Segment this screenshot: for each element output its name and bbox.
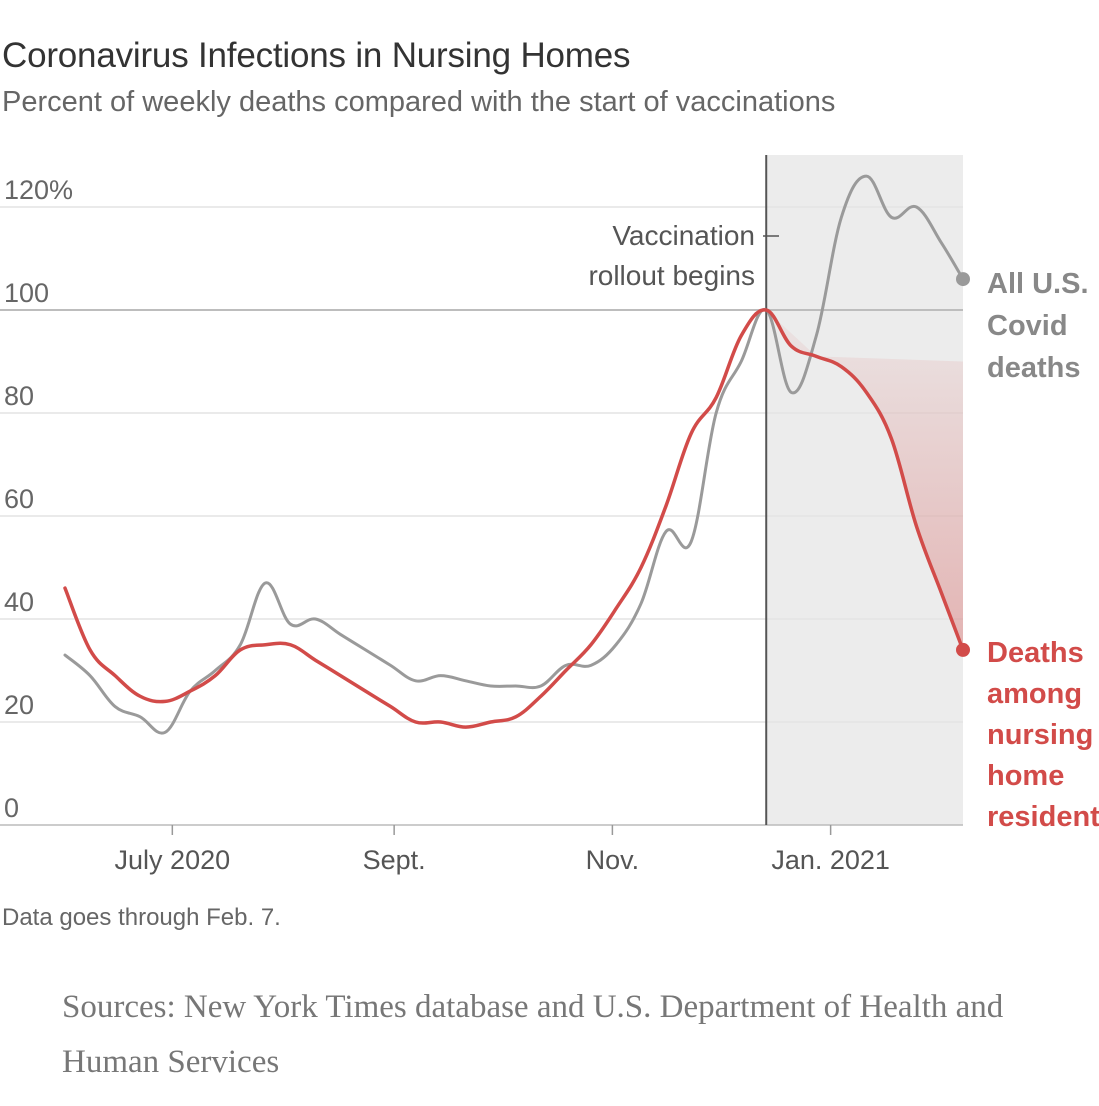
y-tick-label: 60 xyxy=(4,484,34,514)
chart-title: Coronavirus Infections in Nursing Homes xyxy=(2,36,631,75)
series-nursing-home-deaths-end-point xyxy=(956,642,970,657)
y-tick-label: 80 xyxy=(4,381,34,411)
rollout-annotation: rollout begins xyxy=(588,260,755,291)
x-tick-label: July 2020 xyxy=(115,845,231,875)
y-tick-label: 40 xyxy=(4,587,34,617)
decline-gap-fill xyxy=(766,310,963,650)
series-all-us-covid-deaths-end-point xyxy=(956,272,970,287)
chart-subtitle: Percent of weekly deaths compared with t… xyxy=(2,86,836,118)
nursing-home-deaths-label: among xyxy=(987,678,1082,710)
nursing-home-deaths-label: nursing xyxy=(987,719,1093,751)
x-tick-label: Sept. xyxy=(363,845,426,875)
y-tick-label: 20 xyxy=(4,690,34,720)
y-tick-label: 0 xyxy=(4,793,19,823)
all-us-covid-deaths-label: deaths xyxy=(987,352,1080,384)
data-note: Data goes through Feb. 7. xyxy=(2,904,281,931)
y-tick-label: 100 xyxy=(4,278,49,308)
rollout-annotation: Vaccination xyxy=(612,220,755,251)
line-chart: 0 20 40 60 80 100 120% July 2020 Sept. Nov. Jan. 2… xyxy=(0,155,1099,875)
all-us-covid-deaths-label: All U.S. xyxy=(987,268,1089,300)
sources-caption: Sources: New York Times database and U.S… xyxy=(62,989,1004,1080)
all-us-covid-deaths-label: Covid xyxy=(987,310,1068,342)
x-tick-label: Jan. 2021 xyxy=(771,845,890,875)
nursing-home-deaths-label: home xyxy=(987,760,1064,792)
y-tick-label: 120% xyxy=(4,175,73,205)
nursing-home-deaths-label: residents xyxy=(987,801,1099,833)
x-tick-label: Nov. xyxy=(586,845,640,875)
series-nursing-home-deaths xyxy=(63,308,965,729)
nursing-home-deaths-label: Deaths xyxy=(987,637,1084,669)
series-all-us-covid-deaths xyxy=(63,174,965,735)
